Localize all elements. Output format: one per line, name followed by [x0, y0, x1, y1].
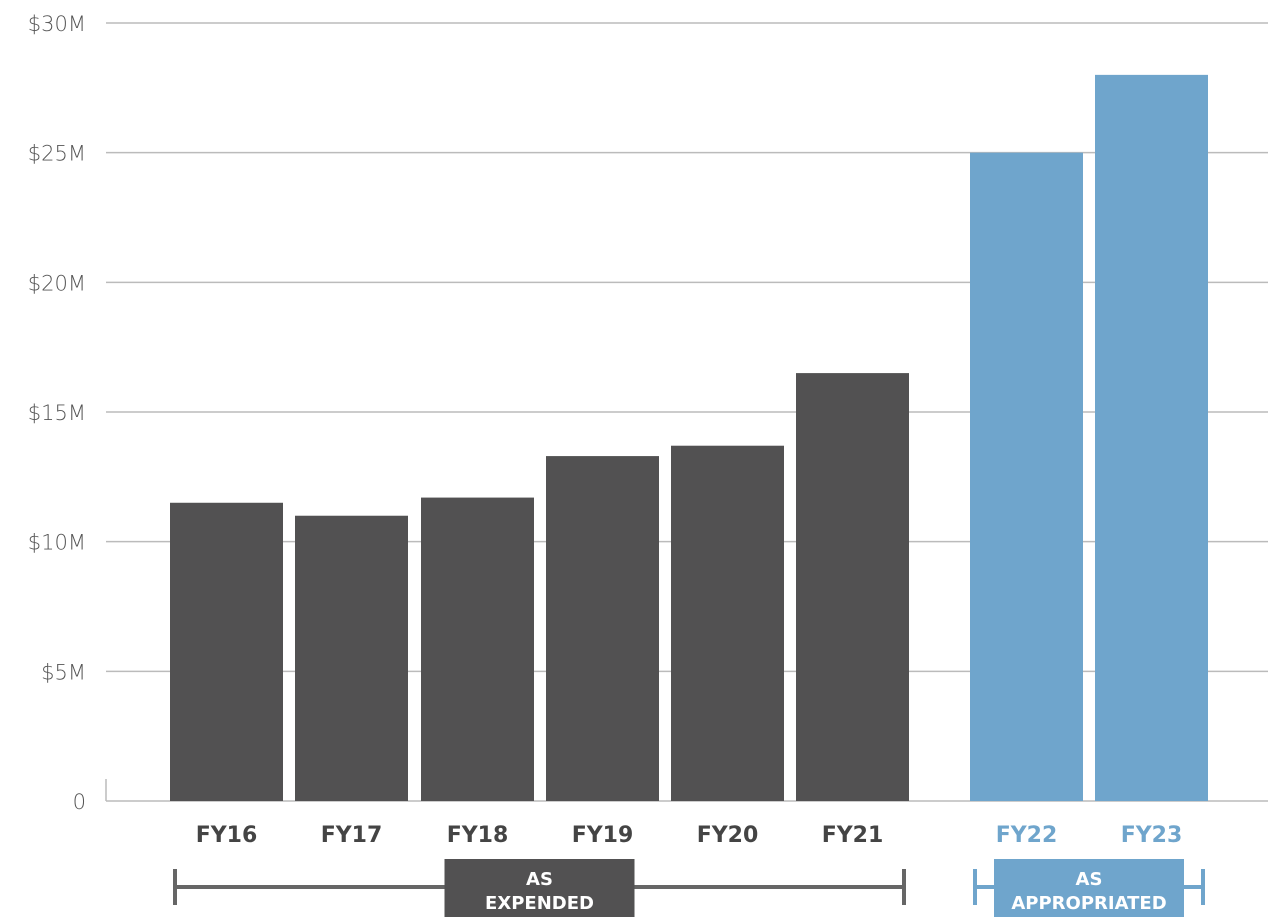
x-tick-label-fy20: FY20: [697, 823, 759, 848]
bars: [170, 74, 1208, 801]
x-tick-label-fy17: FY17: [321, 823, 383, 848]
y-tick-label: $10M: [28, 531, 86, 555]
group-brackets: AS EXPENDED AS APPROPRIATED: [173, 859, 1205, 917]
y-tick-label: 0: [73, 790, 86, 814]
bar-fy22: [970, 152, 1083, 801]
y-tick-label: $15M: [28, 401, 86, 425]
bar-fy18: [421, 497, 534, 801]
x-tick-label-fy18: FY18: [447, 823, 509, 848]
bar-fy20: [671, 445, 784, 801]
bracket-as-expended-label-box: [444, 859, 635, 917]
bar-fy17: [295, 515, 408, 801]
y-tick-label: $20M: [28, 271, 86, 295]
x-tick-label-fy21: FY21: [822, 823, 884, 848]
y-tick-label: $25M: [28, 142, 86, 166]
bar-fy16: [170, 502, 283, 801]
bracket-as-appropriated-label-line2: APPROPRIATED: [1011, 893, 1166, 914]
y-tick-label: $30M: [28, 12, 86, 36]
y-axis-tick-labels: 0 $5M $10M $15M $20M $25M $30M: [28, 12, 86, 814]
bracket-as-expended-label-line2: EXPENDED: [485, 893, 594, 914]
bracket-as-appropriated-label-line1: AS: [1076, 869, 1103, 890]
y-tick-label: $5M: [41, 660, 86, 684]
bracket-as-expended-label-line1: AS: [526, 869, 553, 890]
bar-fy21: [796, 373, 909, 801]
x-tick-label-fy19: FY19: [572, 823, 634, 848]
x-tick-label-fy16: FY16: [196, 823, 258, 848]
x-tick-label-fy22: FY22: [996, 823, 1058, 848]
bar-fy19: [546, 456, 659, 801]
bracket-as-appropriated-label-box: [994, 859, 1184, 917]
bar-fy23: [1095, 74, 1208, 801]
x-tick-label-fy23: FY23: [1121, 823, 1183, 848]
x-axis-category-labels: FY16 FY17 FY18 FY19 FY20 FY21 FY22 FY23: [196, 823, 1183, 848]
